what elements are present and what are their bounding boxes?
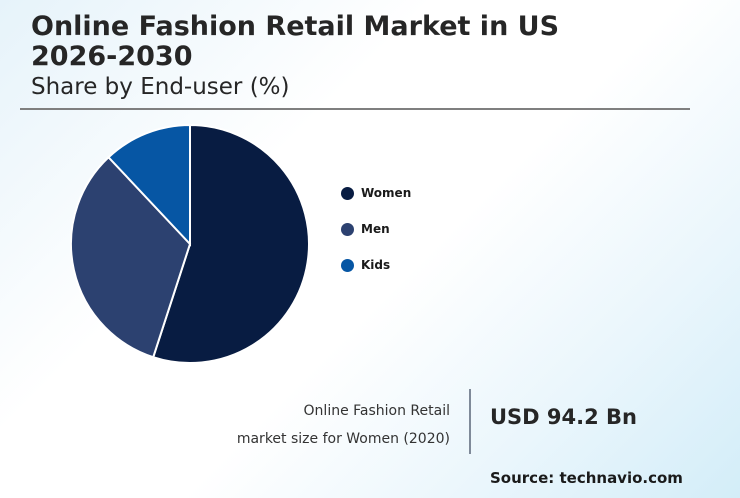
legend-label: Women (361, 186, 412, 200)
legend-item-men: Men (341, 211, 411, 247)
kpi-label: Online Fashion Retail market size for Wo… (190, 397, 450, 453)
kpi-label-line2: market size for Women (2020) (236, 431, 450, 447)
source-credit: Source: technavio.com (490, 469, 683, 487)
chart-title: Online Fashion Retail Market in US 2026-… (31, 11, 560, 72)
legend-dot-women-icon (341, 186, 354, 200)
chart-subtitle: Share by End-user (%) (31, 74, 290, 100)
legend-item-women: Women (341, 175, 411, 211)
legend-item-kids: Kids (341, 247, 411, 283)
pie-slice-men (69, 155, 192, 359)
legend-label: Kids (361, 258, 391, 272)
kpi-value: USD 94.2 Bn (490, 405, 637, 429)
legend: Women Men Kids (341, 175, 411, 283)
pie-slice-women (151, 123, 310, 364)
pie-slice-kids (107, 123, 191, 247)
legend-dot-kids-icon (341, 258, 354, 272)
kpi-divider (469, 389, 471, 454)
legend-dot-men-icon (341, 222, 354, 236)
kpi-label-line1: Online Fashion Retail (303, 403, 450, 419)
header-divider (20, 108, 690, 110)
legend-label: Men (361, 222, 390, 236)
